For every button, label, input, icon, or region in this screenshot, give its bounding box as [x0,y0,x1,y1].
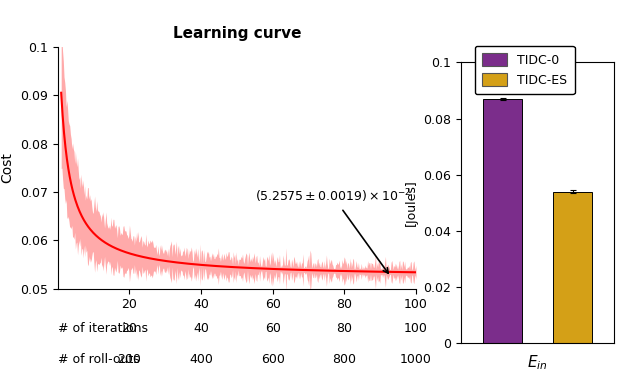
Title: Learning curve: Learning curve [173,27,301,41]
X-axis label: $E_{in}$: $E_{in}$ [527,354,548,372]
Text: 400: 400 [189,353,213,366]
Legend: TIDC-0, TIDC-ES: TIDC-0, TIDC-ES [475,46,575,94]
Text: 600: 600 [260,353,285,366]
Text: $(5.2575 \pm 0.0019) \times 10^{-2}$: $(5.2575 \pm 0.0019) \times 10^{-2}$ [255,188,411,273]
Text: 20: 20 [122,322,137,335]
Text: 80: 80 [337,322,353,335]
Text: 40: 40 [193,322,209,335]
Text: 100: 100 [404,322,428,335]
Text: 200: 200 [117,353,141,366]
Text: 1000: 1000 [400,353,432,366]
Text: 60: 60 [265,322,280,335]
Text: 800: 800 [332,353,356,366]
Text: # of iterations: # of iterations [58,322,148,335]
Bar [554,191,592,343]
Text: # of roll-outs: # of roll-outs [58,353,140,366]
Bar [483,99,522,343]
Y-axis label: [Joules]: [Joules] [404,179,417,226]
Y-axis label: Cost: Cost [1,152,14,183]
